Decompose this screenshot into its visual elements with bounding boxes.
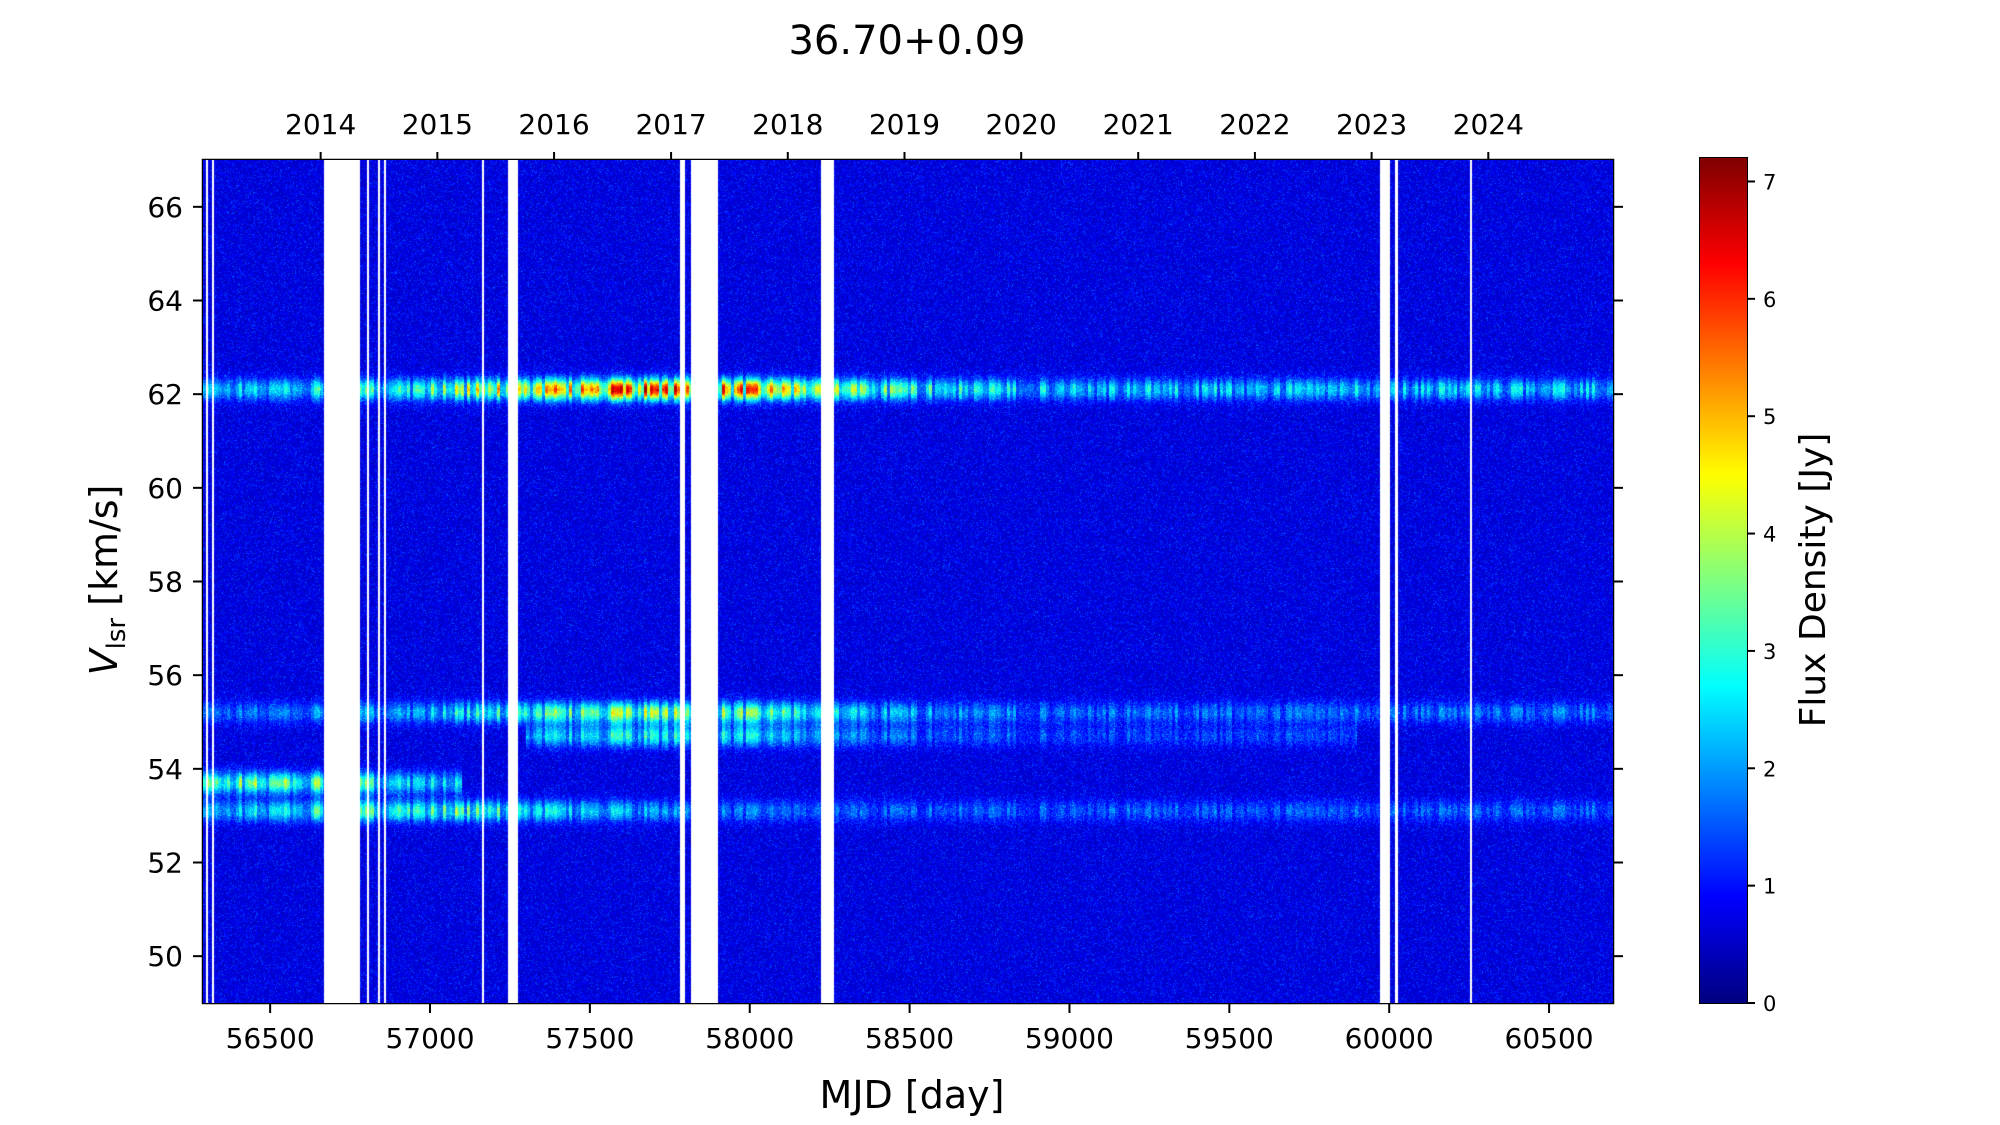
x-tick-label: 59500 [1185, 1022, 1274, 1055]
y-tick-label: 56 [147, 659, 183, 692]
heatmap-plot [203, 160, 1613, 1003]
y-tick-label: 58 [147, 566, 183, 599]
colorbar-tick-label: 0 [1763, 992, 1776, 1016]
x-tick-label: 59000 [1025, 1022, 1114, 1055]
y-axis-label-unit: [km/s] [82, 485, 126, 618]
year-tick-label: 2024 [1453, 108, 1524, 141]
y-axis: 50 52 54 56 58 60 62 64 66 [147, 191, 1623, 973]
year-tick-label: 2017 [635, 108, 706, 141]
year-tick-label: 2018 [752, 108, 823, 141]
y-tick-label: 66 [147, 191, 183, 224]
colorbar [1700, 158, 1747, 1003]
x-axis: 56500 57000 57500 58000 58500 59000 59500 60000… [226, 1003, 1594, 1055]
x-tick-label: 60000 [1345, 1022, 1434, 1055]
top-year-axis: 2014 2015 2016 2017 2018 2019 2020 2021 2022 2023… [285, 108, 1524, 168]
colorbar-tick-label: 5 [1763, 405, 1776, 429]
year-tick-label: 2016 [518, 108, 589, 141]
colorbar-tick-label: 4 [1763, 523, 1776, 547]
x-axis-label: MJD [day] [820, 1073, 1005, 1117]
y-tick-label: 60 [147, 472, 183, 505]
colorbar-tick-label: 6 [1763, 288, 1776, 312]
colorbar-axis: 0 1 2 3 4 5 6 7 [1747, 170, 1776, 1016]
x-tick-label: 58000 [705, 1022, 794, 1055]
chart-title: 36.70+0.09 [788, 18, 1025, 64]
y-tick-label: 54 [147, 753, 183, 786]
x-tick-label: 60500 [1505, 1022, 1594, 1055]
colorbar-tick-label: 7 [1763, 170, 1776, 194]
year-tick-label: 2015 [402, 108, 473, 141]
colorbar-tick-label: 1 [1763, 875, 1776, 899]
colorbar-gradient [1700, 158, 1747, 1003]
year-tick-label: 2014 [285, 108, 356, 141]
y-tick-label: 52 [147, 847, 183, 880]
year-tick-label: 2023 [1336, 108, 1407, 141]
y-axis-label-subscript: lsr [102, 618, 132, 650]
colorbar-tick-label: 2 [1763, 757, 1776, 781]
colorbar-label: Flux Density [Jy] [1793, 433, 1834, 728]
y-tick-label: 64 [147, 285, 183, 318]
x-tick-label: 57000 [385, 1022, 474, 1055]
y-tick-label: 62 [147, 378, 183, 411]
y-axis-label: Vlsr [km/s] [82, 485, 132, 676]
year-tick-label: 2022 [1219, 108, 1290, 141]
y-tick-label: 50 [147, 940, 183, 973]
year-tick-label: 2019 [869, 108, 940, 141]
year-tick-label: 2020 [986, 108, 1057, 141]
year-tick-label: 2021 [1103, 108, 1174, 141]
x-tick-label: 56500 [226, 1022, 315, 1055]
heatmap-image [203, 160, 1613, 1003]
x-tick-label: 57500 [545, 1022, 634, 1055]
x-tick-label: 58500 [865, 1022, 954, 1055]
colorbar-tick-label: 3 [1763, 640, 1776, 664]
y-axis-label-symbol: V [82, 646, 126, 675]
